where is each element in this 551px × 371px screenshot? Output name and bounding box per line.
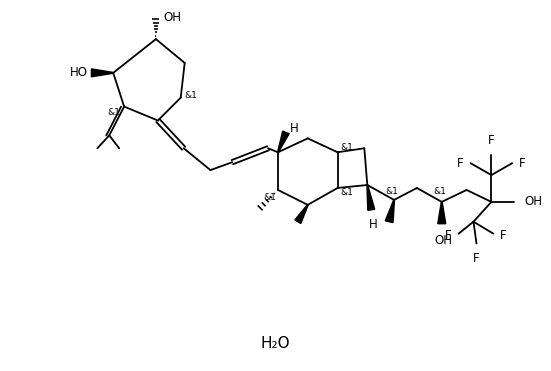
Polygon shape [91,69,113,77]
Text: F: F [519,157,526,170]
Text: H: H [369,218,377,231]
Text: &1: &1 [341,188,353,197]
Polygon shape [278,131,289,152]
Polygon shape [295,205,308,223]
Text: F: F [500,229,507,242]
Text: H: H [290,122,299,135]
Text: &1: &1 [386,187,398,197]
Text: F: F [445,229,452,242]
Text: OH: OH [164,11,182,24]
Text: OH: OH [524,196,542,209]
Text: &1: &1 [263,193,276,203]
Polygon shape [438,202,446,224]
Text: F: F [473,252,480,265]
Polygon shape [385,200,395,223]
Text: F: F [488,134,495,147]
Text: &1: &1 [341,143,353,152]
Text: OH: OH [435,234,453,247]
Text: HO: HO [69,66,88,79]
Text: &1: &1 [185,91,198,100]
Text: F: F [457,157,463,170]
Polygon shape [367,185,375,210]
Text: &1: &1 [107,108,120,117]
Text: &1: &1 [433,187,446,197]
Text: H₂O: H₂O [260,336,290,351]
